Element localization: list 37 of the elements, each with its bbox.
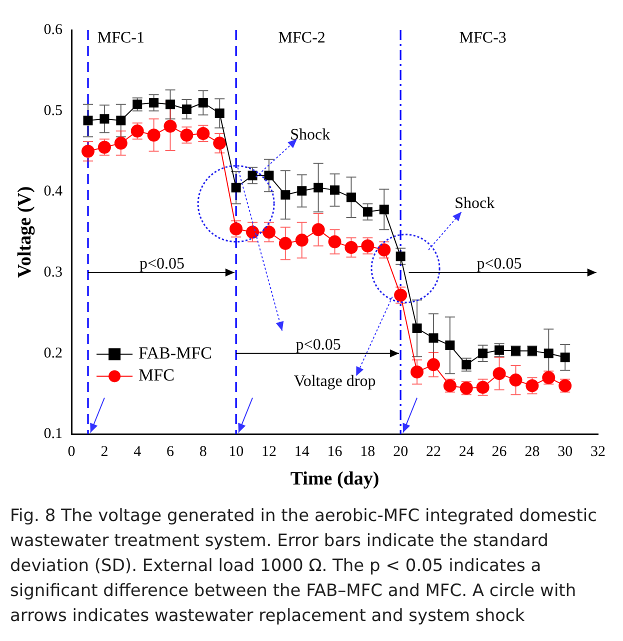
annotation: Voltage drop: [294, 372, 376, 390]
x-tick-label: 0: [68, 444, 76, 460]
x-tick-label: 22: [426, 444, 441, 460]
y-tick-label: 0.2: [44, 345, 63, 362]
y-axis-title: Voltage (V): [14, 186, 36, 278]
x-tick-label: 30: [558, 444, 573, 460]
annotation: MFC-2: [278, 29, 326, 46]
legend-label: FAB-MFC: [138, 344, 212, 363]
x-tick-label: 4: [134, 444, 142, 460]
x-tick-label: 2: [100, 444, 108, 460]
x-axis-title: Time (day): [290, 468, 380, 490]
x-tick-label: 6: [166, 444, 175, 460]
x-tick-label: 8: [199, 444, 207, 460]
annotation: p<0.05: [296, 336, 341, 354]
legend-label: MFC: [138, 366, 174, 385]
x-tick-label: 16: [327, 444, 343, 460]
x-tick-label: 26: [492, 444, 508, 460]
y-tick-label: 0.4: [44, 184, 64, 200]
annotation: Shock: [290, 126, 330, 144]
x-tick-label: 18: [360, 444, 376, 460]
x-tick-label: 12: [261, 444, 276, 460]
x-tick-label: 28: [524, 444, 540, 460]
y-tick-label: 0.1: [44, 426, 63, 442]
x-tick-label: 32: [590, 444, 606, 460]
annotation: p<0.05: [476, 256, 522, 273]
annotation: Shock: [454, 195, 495, 212]
y-tick-label: 0.3: [44, 264, 63, 280]
annotation: MFC-1: [97, 29, 144, 46]
y-tick-label: 0.5: [44, 102, 63, 119]
x-tick-label: 20: [393, 444, 408, 460]
caption: Fig. 8 The voltage generated in the aerobic-MFC integrated domestic wastewater treatment system. Error bars indicate the standard deviation (SD). External load 1000 Ω. The p < 0.05 indicates a significant difference between the FAB–MFC and MFC. A circle with arrows indicates wastewater replacement and system shock: [10, 505, 598, 628]
y-tick-label: 0.6: [44, 22, 64, 38]
x-tick-label: 14: [294, 444, 310, 460]
x-tick-label: 24: [458, 444, 474, 460]
annotation: p<0.05: [140, 256, 185, 273]
x-tick-label: 10: [228, 444, 244, 460]
annotation: MFC-3: [459, 29, 506, 46]
